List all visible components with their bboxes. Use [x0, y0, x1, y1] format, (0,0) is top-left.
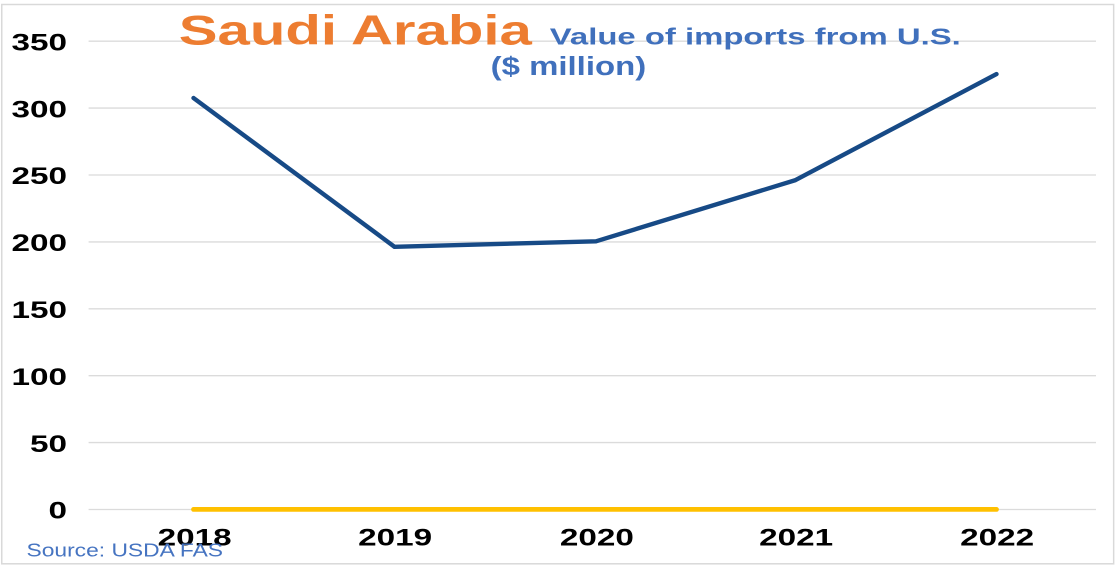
svg-text:($ million): ($ million) [491, 53, 647, 81]
svg-text:Source: USDA FAS: Source: USDA FAS [27, 540, 224, 561]
svg-text:2020: 2020 [560, 525, 634, 552]
svg-text:50: 50 [30, 431, 67, 458]
svg-text:350: 350 [12, 29, 68, 56]
svg-text:0: 0 [49, 498, 68, 525]
svg-text:200: 200 [12, 230, 68, 257]
svg-text:2022: 2022 [960, 525, 1034, 552]
svg-text:2021: 2021 [759, 525, 833, 552]
svg-text:2018: 2018 [158, 525, 232, 552]
svg-text:Saudi Arabia: Saudi Arabia [179, 6, 533, 53]
svg-text:100: 100 [12, 364, 68, 391]
svg-text:300: 300 [12, 96, 68, 123]
svg-text:250: 250 [12, 163, 68, 190]
svg-text:150: 150 [12, 297, 68, 324]
svg-text:2019: 2019 [358, 525, 432, 552]
svg-text:Value of imports from U.S.: Value of imports from U.S. [550, 23, 961, 49]
